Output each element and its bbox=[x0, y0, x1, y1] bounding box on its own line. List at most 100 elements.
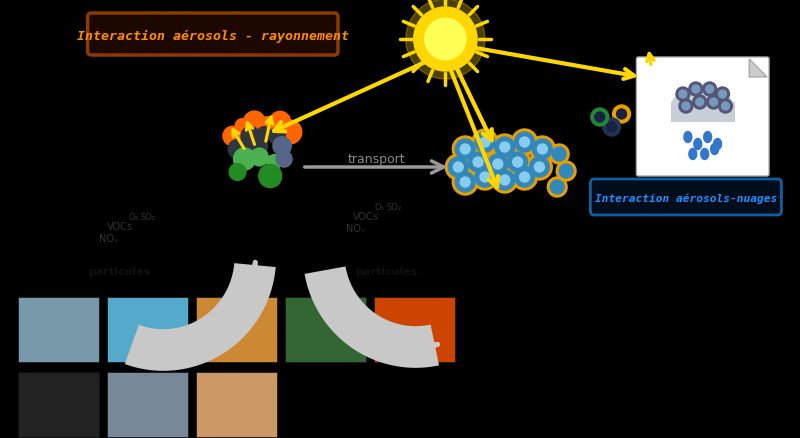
Circle shape bbox=[406, 0, 485, 80]
Circle shape bbox=[446, 155, 471, 180]
Text: SO₂: SO₂ bbox=[386, 202, 401, 212]
Circle shape bbox=[530, 137, 555, 162]
Text: O₃: O₃ bbox=[129, 212, 138, 222]
Circle shape bbox=[512, 130, 538, 155]
Text: Interaction aérosols - rayonnement: Interaction aérosols - rayonnement bbox=[77, 29, 349, 42]
Circle shape bbox=[512, 165, 538, 191]
Ellipse shape bbox=[684, 132, 692, 143]
FancyBboxPatch shape bbox=[196, 372, 277, 437]
Circle shape bbox=[514, 168, 534, 187]
Circle shape bbox=[500, 143, 510, 153]
Circle shape bbox=[414, 8, 477, 72]
Circle shape bbox=[591, 109, 609, 127]
Circle shape bbox=[534, 162, 544, 173]
Circle shape bbox=[480, 138, 490, 148]
Circle shape bbox=[243, 112, 265, 134]
Circle shape bbox=[556, 162, 576, 182]
Circle shape bbox=[706, 86, 714, 94]
Circle shape bbox=[468, 153, 488, 173]
Ellipse shape bbox=[689, 149, 697, 160]
Ellipse shape bbox=[714, 139, 722, 150]
FancyBboxPatch shape bbox=[285, 297, 366, 362]
FancyBboxPatch shape bbox=[87, 14, 338, 56]
Ellipse shape bbox=[710, 144, 718, 155]
Circle shape bbox=[278, 121, 302, 145]
Circle shape bbox=[559, 165, 573, 179]
Circle shape bbox=[258, 117, 276, 136]
Circle shape bbox=[500, 176, 510, 186]
Circle shape bbox=[602, 119, 621, 137]
Text: VOCs: VOCs bbox=[107, 222, 133, 231]
Circle shape bbox=[706, 96, 721, 110]
Circle shape bbox=[513, 158, 522, 168]
Circle shape bbox=[538, 145, 547, 155]
Circle shape bbox=[460, 145, 470, 155]
Circle shape bbox=[241, 127, 260, 146]
Circle shape bbox=[505, 150, 530, 176]
Text: NOₓ: NOₓ bbox=[99, 233, 118, 244]
Circle shape bbox=[693, 96, 706, 110]
Circle shape bbox=[533, 140, 552, 159]
Circle shape bbox=[520, 173, 530, 183]
Circle shape bbox=[269, 128, 286, 145]
Ellipse shape bbox=[694, 139, 702, 150]
Circle shape bbox=[508, 153, 527, 173]
Text: SO₂: SO₂ bbox=[141, 212, 156, 222]
FancyBboxPatch shape bbox=[18, 372, 99, 437]
FancyBboxPatch shape bbox=[590, 180, 782, 215]
Circle shape bbox=[710, 99, 718, 107]
Circle shape bbox=[455, 140, 475, 159]
Circle shape bbox=[475, 133, 495, 153]
Circle shape bbox=[495, 171, 514, 191]
Text: VOCs: VOCs bbox=[354, 212, 379, 222]
Text: NOₓ: NOₓ bbox=[346, 223, 366, 233]
Circle shape bbox=[696, 99, 704, 107]
Circle shape bbox=[475, 168, 495, 187]
Circle shape bbox=[526, 155, 552, 180]
Circle shape bbox=[460, 177, 470, 187]
Circle shape bbox=[676, 88, 690, 102]
Circle shape bbox=[672, 94, 699, 121]
Circle shape bbox=[606, 123, 617, 133]
Ellipse shape bbox=[704, 132, 712, 143]
Text: particules: particules bbox=[88, 266, 150, 276]
FancyBboxPatch shape bbox=[637, 58, 769, 177]
Circle shape bbox=[550, 145, 569, 165]
Text: particules: particules bbox=[355, 266, 417, 276]
Text: O₃: O₃ bbox=[374, 202, 384, 212]
Circle shape bbox=[257, 127, 271, 142]
FancyBboxPatch shape bbox=[107, 297, 188, 362]
Circle shape bbox=[708, 95, 733, 120]
Circle shape bbox=[686, 86, 719, 119]
Circle shape bbox=[472, 165, 498, 191]
Circle shape bbox=[530, 158, 550, 177]
Circle shape bbox=[617, 110, 626, 120]
Circle shape bbox=[718, 91, 726, 99]
Circle shape bbox=[547, 177, 567, 198]
Circle shape bbox=[679, 100, 693, 114]
Circle shape bbox=[679, 91, 687, 99]
Circle shape bbox=[682, 103, 690, 111]
FancyBboxPatch shape bbox=[196, 297, 277, 362]
Circle shape bbox=[692, 86, 700, 94]
Circle shape bbox=[270, 112, 290, 133]
Circle shape bbox=[689, 83, 702, 97]
Circle shape bbox=[488, 155, 508, 175]
Circle shape bbox=[718, 100, 733, 114]
FancyBboxPatch shape bbox=[670, 102, 735, 122]
Circle shape bbox=[473, 158, 483, 168]
Circle shape bbox=[595, 113, 605, 123]
Circle shape bbox=[250, 149, 268, 166]
Circle shape bbox=[520, 138, 530, 148]
Circle shape bbox=[425, 19, 466, 60]
Circle shape bbox=[613, 106, 630, 124]
Ellipse shape bbox=[701, 149, 709, 160]
Circle shape bbox=[247, 136, 268, 157]
Text: Interaction aérosols-nuages: Interaction aérosols-nuages bbox=[594, 193, 777, 204]
Circle shape bbox=[448, 158, 468, 177]
Circle shape bbox=[258, 165, 282, 188]
Circle shape bbox=[273, 138, 291, 156]
Circle shape bbox=[228, 140, 247, 159]
Circle shape bbox=[452, 137, 478, 162]
Circle shape bbox=[493, 159, 502, 170]
